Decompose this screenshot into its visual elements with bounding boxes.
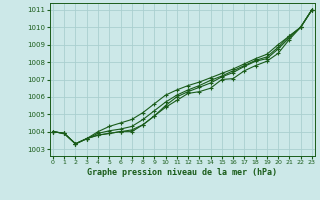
X-axis label: Graphe pression niveau de la mer (hPa): Graphe pression niveau de la mer (hPa) xyxy=(87,168,277,177)
